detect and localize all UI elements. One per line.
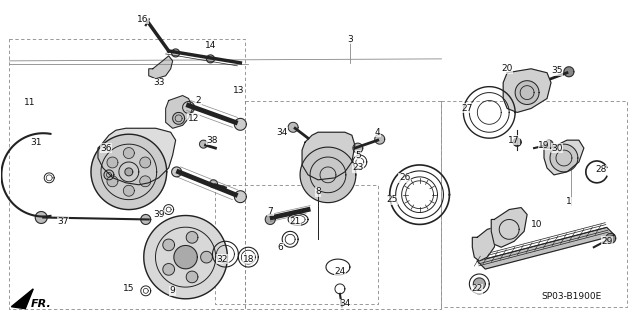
Polygon shape — [144, 216, 227, 299]
Text: 25: 25 — [386, 195, 397, 204]
Text: 3: 3 — [347, 34, 353, 44]
Text: 1: 1 — [566, 197, 572, 206]
Polygon shape — [174, 246, 197, 269]
Polygon shape — [98, 128, 175, 185]
Polygon shape — [288, 122, 298, 132]
Polygon shape — [234, 191, 246, 203]
Polygon shape — [300, 147, 356, 203]
Polygon shape — [186, 232, 198, 243]
Polygon shape — [201, 251, 212, 263]
Text: 26: 26 — [399, 173, 410, 182]
Text: 12: 12 — [188, 114, 199, 123]
Text: 10: 10 — [531, 220, 543, 229]
Text: 27: 27 — [461, 104, 473, 113]
Text: 5: 5 — [355, 151, 361, 160]
Text: 39: 39 — [153, 210, 164, 219]
Text: 23: 23 — [352, 163, 364, 173]
Text: 29: 29 — [601, 237, 612, 246]
Polygon shape — [353, 143, 363, 153]
Polygon shape — [564, 67, 574, 77]
Polygon shape — [172, 49, 180, 57]
Polygon shape — [140, 176, 150, 187]
Polygon shape — [107, 176, 118, 187]
Text: 28: 28 — [595, 166, 607, 174]
Text: 17: 17 — [508, 136, 520, 145]
Text: 15: 15 — [123, 284, 134, 293]
Polygon shape — [182, 101, 195, 114]
Polygon shape — [503, 69, 551, 112]
Text: 34: 34 — [339, 299, 351, 308]
Text: 30: 30 — [551, 144, 563, 152]
Polygon shape — [477, 227, 614, 269]
Polygon shape — [265, 214, 275, 225]
Polygon shape — [513, 138, 521, 146]
Polygon shape — [173, 112, 184, 124]
Text: 31: 31 — [31, 138, 42, 147]
Text: 32: 32 — [217, 255, 228, 263]
Polygon shape — [209, 180, 218, 188]
Polygon shape — [163, 263, 175, 275]
Text: 13: 13 — [232, 86, 244, 95]
Text: 7: 7 — [268, 207, 273, 216]
Polygon shape — [545, 140, 553, 148]
Polygon shape — [166, 96, 193, 128]
Polygon shape — [234, 118, 246, 130]
Polygon shape — [124, 185, 134, 196]
Polygon shape — [35, 211, 47, 223]
Text: 20: 20 — [502, 64, 513, 73]
Polygon shape — [474, 278, 485, 290]
Polygon shape — [104, 170, 114, 180]
Polygon shape — [499, 219, 519, 239]
Text: 18: 18 — [243, 255, 254, 263]
Polygon shape — [550, 144, 578, 172]
Polygon shape — [91, 134, 166, 210]
Polygon shape — [186, 271, 198, 283]
Text: 2: 2 — [196, 96, 202, 105]
Text: 6: 6 — [277, 243, 283, 252]
Polygon shape — [124, 148, 134, 159]
Text: SP03-B1900E: SP03-B1900E — [541, 292, 602, 301]
Text: 11: 11 — [24, 98, 35, 107]
Polygon shape — [140, 157, 150, 168]
Text: 21: 21 — [289, 217, 301, 226]
Text: 14: 14 — [205, 41, 216, 50]
Polygon shape — [200, 140, 207, 148]
Polygon shape — [302, 132, 355, 180]
Polygon shape — [172, 167, 182, 177]
Text: 24: 24 — [334, 266, 346, 276]
Text: FR.: FR. — [31, 299, 52, 309]
Polygon shape — [605, 234, 616, 243]
Polygon shape — [107, 157, 118, 168]
Polygon shape — [515, 81, 539, 105]
Text: 38: 38 — [207, 136, 218, 145]
Polygon shape — [207, 55, 214, 63]
Text: 16: 16 — [137, 15, 148, 24]
Polygon shape — [544, 140, 584, 175]
Polygon shape — [163, 239, 175, 251]
Text: 35: 35 — [551, 66, 563, 75]
Text: 8: 8 — [315, 187, 321, 196]
Text: 37: 37 — [58, 217, 69, 226]
Polygon shape — [472, 227, 497, 261]
Text: 19: 19 — [538, 141, 550, 150]
Text: 34: 34 — [276, 128, 288, 137]
Text: 4: 4 — [375, 128, 381, 137]
Text: 22: 22 — [472, 284, 483, 293]
Polygon shape — [125, 168, 133, 176]
Polygon shape — [141, 214, 151, 225]
Text: 36: 36 — [100, 144, 112, 152]
Polygon shape — [492, 208, 527, 247]
Polygon shape — [148, 56, 173, 79]
Text: 9: 9 — [170, 286, 175, 295]
Polygon shape — [375, 134, 385, 144]
Text: 33: 33 — [153, 78, 164, 87]
Polygon shape — [12, 289, 33, 309]
